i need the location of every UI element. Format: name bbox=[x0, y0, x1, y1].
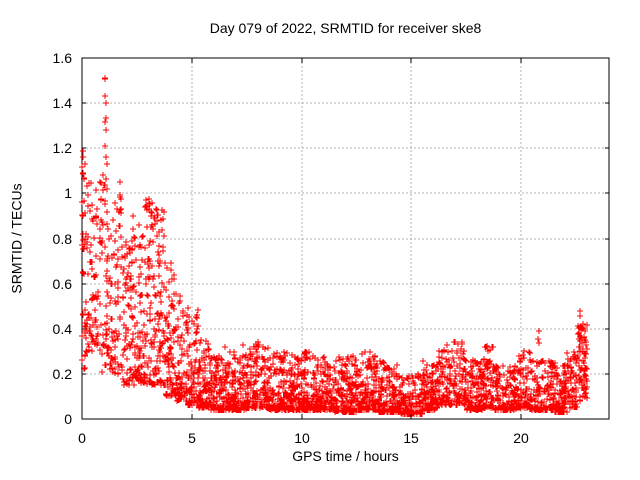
y-tick-label: 0 bbox=[64, 411, 72, 427]
srmtid-data-points bbox=[79, 75, 590, 417]
x-axis-label: GPS time / hours bbox=[292, 448, 399, 464]
x-tick-label: 15 bbox=[403, 430, 419, 446]
y-axis-label: SRMTID / TECUs bbox=[8, 183, 25, 294]
y-tick-label: 1.4 bbox=[53, 95, 73, 111]
y-tick-label: 0.6 bbox=[53, 276, 73, 292]
x-tick-label: 0 bbox=[78, 430, 86, 446]
y-tick-label: 1 bbox=[64, 185, 72, 201]
y-tick-label: 1.6 bbox=[53, 50, 73, 66]
y-tick-label: 0.8 bbox=[53, 231, 73, 247]
x-tick-label: 20 bbox=[513, 430, 529, 446]
y-tick-label: 1.2 bbox=[53, 140, 73, 156]
x-tick-label: 10 bbox=[294, 430, 310, 446]
x-tick-label: 5 bbox=[188, 430, 196, 446]
y-tick-label: 0.4 bbox=[53, 321, 73, 337]
chart-title: Day 079 of 2022, SRMTID for receiver ske… bbox=[209, 20, 482, 36]
y-tick-label: 0.2 bbox=[53, 366, 73, 382]
